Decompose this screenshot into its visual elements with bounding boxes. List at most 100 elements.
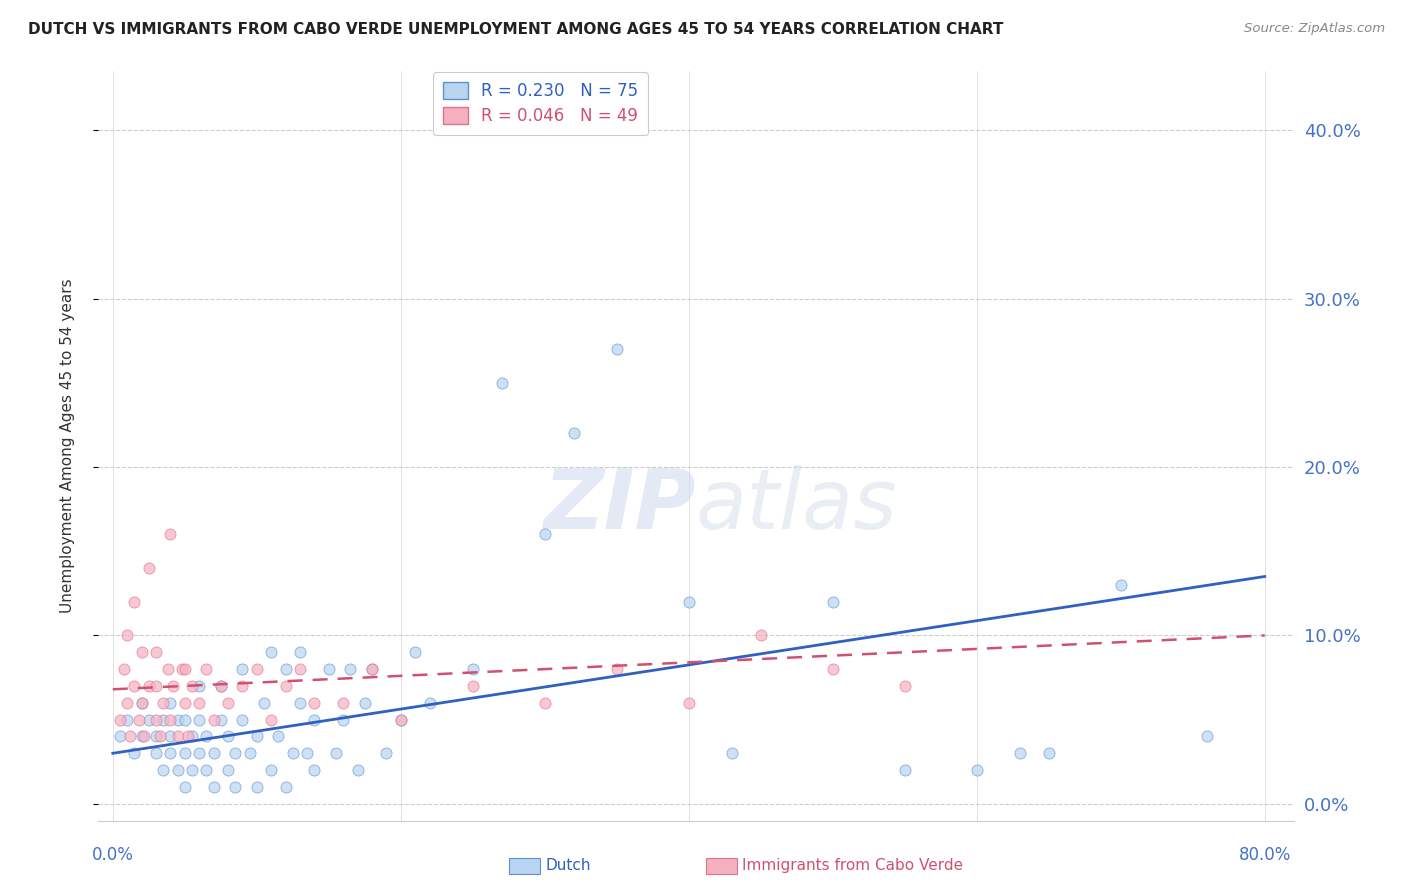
Point (288, 662, 311, 676)
Point (339, 662, 361, 676)
Point (1038, 746, 1060, 760)
Text: Source: ZipAtlas.com: Source: ZipAtlas.com (1244, 22, 1385, 36)
Point (134, 730, 156, 744)
Point (217, 763, 239, 777)
Point (375, 746, 398, 760)
Point (112, 662, 135, 676)
Point (145, 679, 167, 693)
Point (173, 662, 195, 676)
Point (332, 696, 354, 710)
Point (156, 662, 179, 676)
Point (159, 713, 181, 727)
Point (966, 763, 988, 777)
Point (159, 730, 181, 744)
Point (606, 342, 628, 356)
Text: Immigrants from Cabo Verde: Immigrants from Cabo Verde (742, 858, 963, 872)
Point (181, 763, 204, 777)
Point (173, 746, 195, 760)
Point (231, 662, 253, 676)
Point (138, 713, 160, 727)
Point (893, 763, 915, 777)
Point (893, 679, 915, 693)
Point (217, 696, 239, 710)
Point (274, 780, 297, 794)
Point (159, 746, 181, 760)
Point (195, 763, 218, 777)
Point (239, 746, 262, 760)
Point (166, 763, 188, 777)
Point (131, 730, 153, 744)
Text: Dutch: Dutch (546, 858, 591, 872)
Point (361, 662, 384, 676)
Point (288, 696, 311, 710)
Point (108, 730, 131, 744)
Point (461, 662, 484, 676)
Point (152, 696, 174, 710)
Point (124, 746, 146, 760)
Text: DUTCH VS IMMIGRANTS FROM CABO VERDE UNEMPLOYMENT AMONG AGES 45 TO 54 YEARS CORRE: DUTCH VS IMMIGRANTS FROM CABO VERDE UNEM… (28, 22, 1004, 37)
Y-axis label: Unemployment Among Ages 45 to 54 years: Unemployment Among Ages 45 to 54 years (60, 278, 75, 614)
Point (318, 662, 340, 676)
Point (325, 746, 347, 760)
Point (533, 527, 555, 541)
Point (202, 780, 225, 794)
Point (115, 628, 138, 642)
Point (145, 713, 167, 727)
Point (304, 713, 326, 727)
Point (149, 730, 172, 744)
Point (361, 662, 384, 676)
Point (274, 679, 297, 693)
Point (166, 730, 188, 744)
Point (304, 696, 326, 710)
Point (209, 713, 232, 727)
Point (231, 679, 253, 693)
Point (181, 679, 204, 693)
Point (152, 713, 174, 727)
Point (120, 730, 142, 744)
Point (115, 696, 138, 710)
Point (678, 696, 700, 710)
Point (749, 628, 772, 642)
Point (721, 746, 744, 760)
Point (260, 763, 283, 777)
Point (145, 645, 167, 659)
Point (1008, 746, 1031, 760)
Point (288, 645, 311, 659)
Point (246, 662, 269, 676)
Point (173, 696, 195, 710)
Point (332, 713, 354, 727)
Point (152, 763, 174, 777)
Point (195, 730, 218, 744)
Point (209, 679, 232, 693)
Point (159, 696, 181, 710)
Point (159, 527, 181, 541)
Text: atlas: atlas (696, 466, 897, 547)
Point (124, 595, 146, 609)
Point (1197, 730, 1219, 744)
Point (260, 713, 283, 727)
Point (202, 713, 225, 727)
Point (821, 662, 844, 676)
Point (131, 645, 153, 659)
Point (389, 713, 412, 727)
Text: 80.0%: 80.0% (1239, 846, 1291, 863)
Point (404, 645, 426, 659)
Point (353, 696, 375, 710)
Point (389, 713, 412, 727)
Point (188, 713, 211, 727)
Point (138, 561, 160, 575)
Point (295, 746, 318, 760)
Point (491, 376, 513, 390)
Point (176, 730, 198, 744)
Point (115, 713, 138, 727)
Point (260, 645, 283, 659)
Point (678, 595, 700, 609)
Point (188, 696, 211, 710)
Point (188, 679, 211, 693)
Point (217, 730, 239, 744)
Point (419, 696, 441, 710)
Point (108, 713, 131, 727)
Point (202, 746, 225, 760)
Point (346, 763, 368, 777)
Point (128, 713, 150, 727)
